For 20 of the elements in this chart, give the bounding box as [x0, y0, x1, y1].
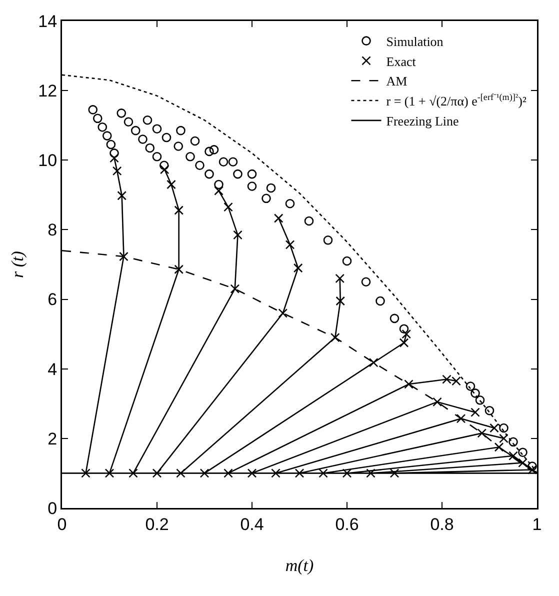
x-tick-label: 1	[532, 514, 542, 534]
x-tick-label: 0.2	[145, 514, 169, 534]
legend-label: Freezing Line	[386, 113, 460, 128]
y-axis-title: r (t)	[8, 250, 27, 278]
y-tick-label: 0	[48, 498, 58, 518]
x-axis-title: m(t)	[285, 556, 314, 576]
legend-label: r = (1 + √(2/πα) e$^{-[erf⁻¹(m)]²}$)²	[386, 92, 526, 109]
y-tick-label: 12	[38, 82, 58, 101]
y-tick-label: 6	[48, 290, 58, 310]
x-tick-label: 0.4	[240, 514, 264, 534]
x-tick-label: 0.6	[335, 514, 359, 534]
y-tick-label: 10	[38, 151, 58, 170]
y-tick-label: 8	[48, 220, 58, 240]
y-tick-label: 2	[48, 429, 58, 448]
y-tick-label: 14	[38, 12, 58, 31]
legend-label: Exact	[386, 54, 416, 69]
legend-label: Simulation	[386, 34, 444, 49]
y-tick-label: 4	[48, 360, 58, 379]
x-tick-label: 0.8	[430, 514, 454, 534]
legend-label: AM	[386, 74, 408, 89]
